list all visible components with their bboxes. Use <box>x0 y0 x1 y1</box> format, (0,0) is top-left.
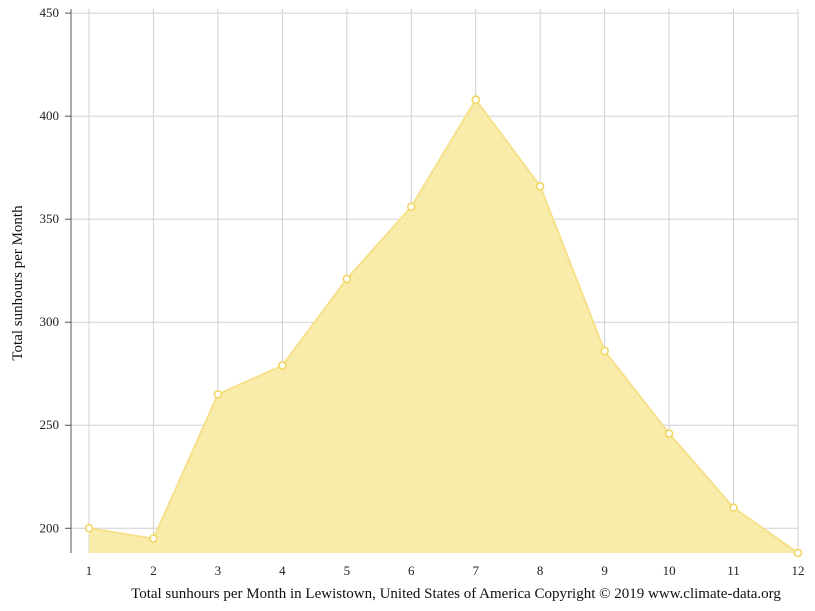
x-tick-label: 6 <box>408 563 415 578</box>
data-point <box>278 361 287 370</box>
y-tick-label: 450 <box>40 5 60 20</box>
x-tick-label: 11 <box>727 563 740 578</box>
y-tick-label: 250 <box>40 417 60 432</box>
y-tick-label: 300 <box>40 314 60 329</box>
series-line <box>88 97 799 554</box>
x-tick-label: 9 <box>601 563 608 578</box>
x-tick-label: 2 <box>150 563 157 578</box>
x-tick-label: 3 <box>215 563 222 578</box>
y-axis-title: Total sunhours per Month <box>10 205 26 361</box>
area-fill <box>89 99 798 554</box>
data-point <box>535 181 545 191</box>
x-axis-title: Total sunhours per Month in Lewistown, U… <box>131 586 781 602</box>
data-point <box>600 346 609 356</box>
data-point <box>793 548 803 558</box>
x-tick-label: 1 <box>86 563 93 578</box>
x-tick-label: 7 <box>472 563 479 578</box>
data-points <box>84 95 803 558</box>
data-point <box>149 534 158 543</box>
data-point <box>729 503 738 512</box>
y-tick-label: 350 <box>40 211 60 226</box>
x-tick-labels: 1 2 3 4 5 6 7 8 9 10 11 12 <box>86 563 805 578</box>
data-point <box>471 95 480 104</box>
x-tick-label: 8 <box>537 563 544 578</box>
y-tick-label: 400 <box>40 108 60 123</box>
x-tick-label: 12 <box>792 563 805 578</box>
x-tick-label: 10 <box>663 563 676 578</box>
x-tick-label: 5 <box>344 563 351 578</box>
y-tick-labels: 200 250 300 350 400 450 <box>40 5 71 535</box>
data-point <box>407 202 416 212</box>
data-point <box>213 390 223 399</box>
x-tick-label: 4 <box>279 563 286 578</box>
y-tick-label: 200 <box>40 520 60 535</box>
data-point <box>342 274 352 284</box>
data-point <box>664 429 674 438</box>
data-point <box>84 524 94 533</box>
